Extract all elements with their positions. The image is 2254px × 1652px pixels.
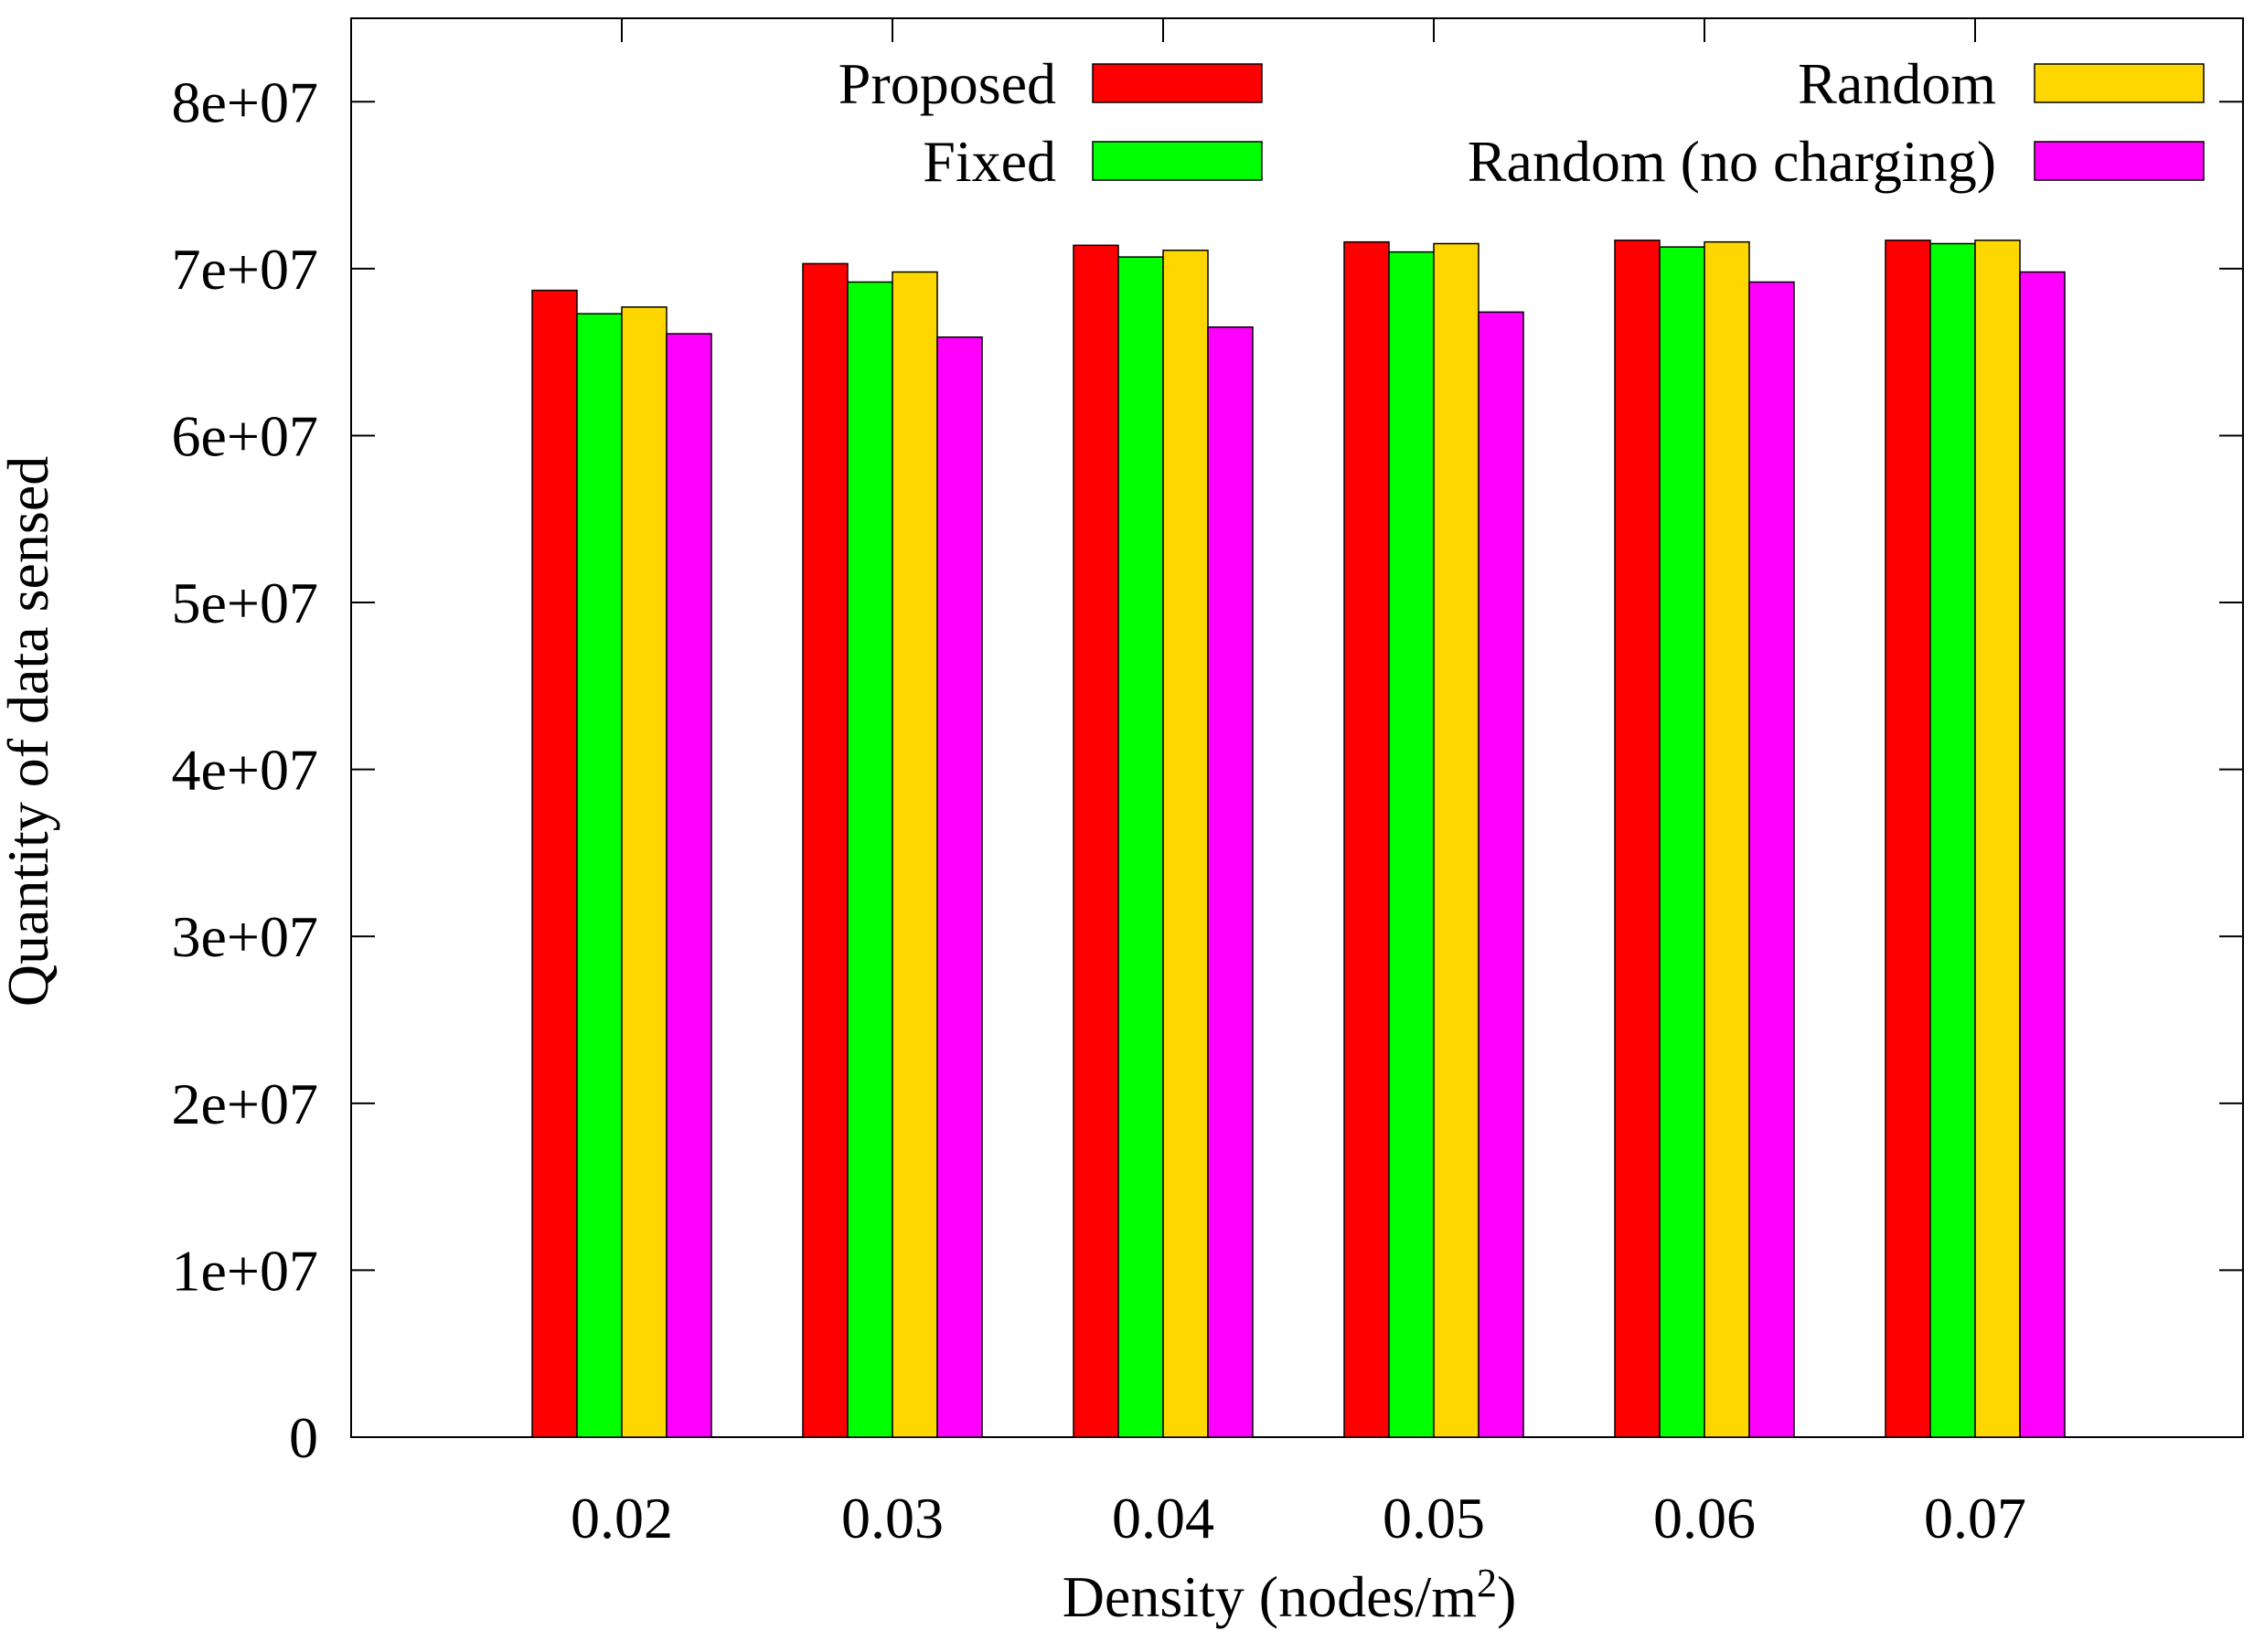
- legend-swatch: [2034, 63, 2205, 103]
- bar: [847, 281, 893, 1438]
- bar: [576, 313, 623, 1438]
- bar: [1162, 250, 1209, 1438]
- y-tick-label: 8e+07: [172, 69, 319, 134]
- bar: [936, 336, 983, 1438]
- x-tick-label: 0.03: [841, 1486, 944, 1551]
- legend: Proposed Fixed Random Random (no charging): [839, 51, 2205, 194]
- bar: [1433, 242, 1480, 1438]
- bar: [1748, 281, 1795, 1438]
- legend-label: Random: [1798, 51, 1996, 116]
- bar: [531, 289, 578, 1438]
- y-tick-label: 6e+07: [172, 403, 319, 468]
- y-tick-label: 4e+07: [172, 738, 319, 803]
- x-axis-title-suffix: ): [1497, 1564, 1516, 1629]
- legend-swatch: [1092, 63, 1263, 103]
- y-tick-label: 0: [289, 1405, 318, 1470]
- legend-label: Random (no charging): [1468, 129, 1996, 194]
- bar: [1614, 240, 1661, 1438]
- legend-label: Proposed: [839, 51, 1056, 116]
- y-tick-label: 3e+07: [172, 904, 319, 969]
- bar: [892, 271, 938, 1438]
- y-tick-label: 2e+07: [172, 1071, 319, 1136]
- y-tick-label: 1e+07: [172, 1238, 319, 1303]
- bar: [1929, 242, 1976, 1438]
- bar: [1207, 326, 1254, 1438]
- bar: [1478, 311, 1524, 1438]
- bar: [1704, 240, 1750, 1438]
- x-tick-label: 0.05: [1383, 1486, 1485, 1551]
- bar: [1974, 240, 2021, 1438]
- y-axis-title: Quantity of data sensed: [0, 456, 60, 1007]
- x-tick-label: 0.06: [1653, 1486, 1756, 1551]
- x-axis-title-superscript: 2: [1477, 1561, 1497, 1605]
- bar: [1659, 246, 1705, 1438]
- x-axis-title: Density (nodes/m2): [1063, 1561, 1517, 1629]
- y-tick-label: 5e+07: [172, 570, 319, 635]
- plot-frame: [350, 17, 2244, 1438]
- bar: [1388, 250, 1435, 1438]
- legend-swatch: [2034, 141, 2205, 181]
- bar: [1343, 240, 1390, 1438]
- x-tick-label: 0.04: [1112, 1486, 1214, 1551]
- x-tick-label: 0.07: [1924, 1486, 2026, 1551]
- y-tick-label: 7e+07: [172, 237, 319, 302]
- legend-swatch: [1092, 141, 1263, 181]
- x-axis-title-main: Density (nodes/m: [1063, 1564, 1477, 1629]
- bar: [1885, 240, 1931, 1438]
- bar: [2019, 271, 2066, 1438]
- legend-label: Fixed: [923, 129, 1056, 194]
- bar: [666, 333, 712, 1438]
- x-tick-label: 0.02: [571, 1486, 673, 1551]
- bar: [802, 262, 849, 1438]
- bar: [1117, 256, 1164, 1438]
- bar: [1073, 244, 1119, 1438]
- plot-area: 0 1e+07 2e+07 3e+07 4e+07 5e+07 6e+07 7e+07 8e+0…: [172, 17, 2244, 1551]
- bar: [621, 306, 668, 1438]
